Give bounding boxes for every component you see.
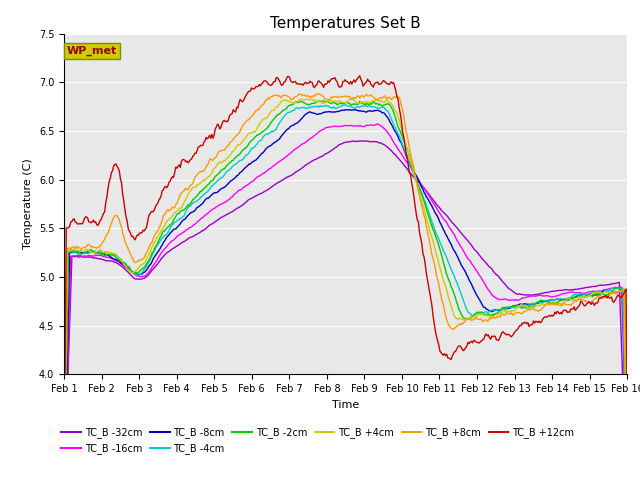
Y-axis label: Temperature (C): Temperature (C)	[23, 158, 33, 250]
Text: WP_met: WP_met	[67, 46, 117, 56]
Title: Temperatures Set B: Temperatures Set B	[270, 16, 421, 31]
Legend: TC_B -32cm, TC_B -16cm, TC_B -8cm, TC_B -4cm, TC_B -2cm, TC_B +4cm, TC_B +8cm, T: TC_B -32cm, TC_B -16cm, TC_B -8cm, TC_B …	[58, 423, 578, 458]
X-axis label: Time: Time	[332, 400, 359, 409]
